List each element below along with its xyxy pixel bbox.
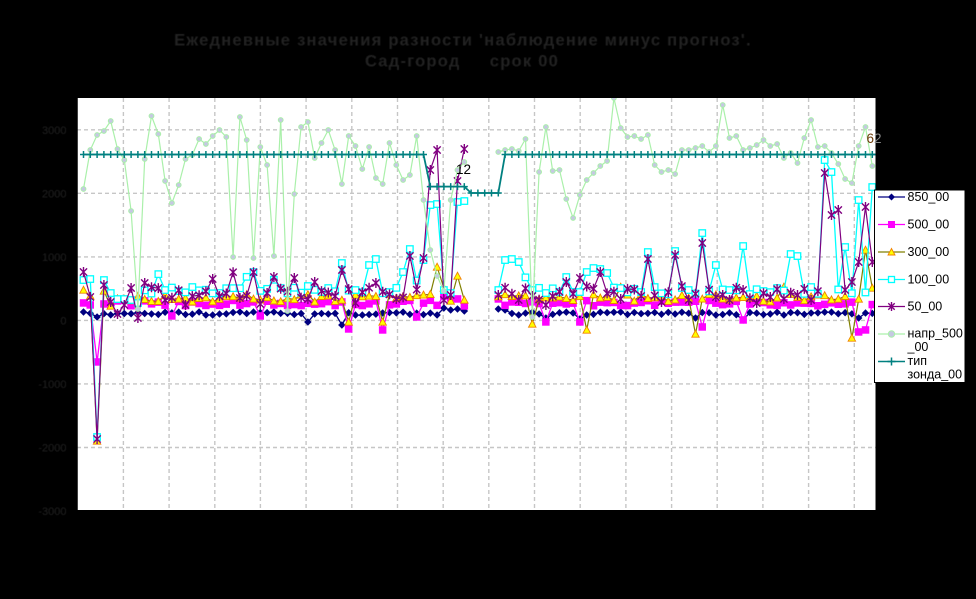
svg-text:100_00: 100_00 (908, 273, 950, 287)
svg-text:3000: 3000 (42, 125, 66, 137)
svg-text:50_00: 50_00 (908, 300, 943, 314)
svg-text:1000: 1000 (42, 252, 66, 264)
svg-text:500_00: 500_00 (908, 218, 950, 232)
svg-text:напр_500: напр_500 (908, 327, 963, 341)
svg-text:2000: 2000 (42, 188, 66, 200)
svg-text:-1000: -1000 (38, 379, 66, 391)
svg-text:Ежедневные значения разности ': Ежедневные значения разности 'наблюдение… (174, 32, 752, 50)
svg-text:6: 6 (867, 131, 875, 146)
svg-text:2: 2 (874, 131, 882, 146)
svg-text:-2000: -2000 (38, 443, 66, 455)
svg-text:300_00: 300_00 (908, 245, 950, 259)
svg-text:_00: _00 (907, 340, 929, 354)
svg-text:12: 12 (456, 162, 471, 177)
svg-text:тип: тип (908, 354, 927, 368)
svg-text:850_00: 850_00 (908, 190, 950, 204)
svg-text:-3000: -3000 (38, 506, 66, 518)
svg-text:Сад-город срок 00: Сад-город срок 00 (365, 53, 559, 71)
svg-text:зонда_00: зонда_00 (908, 368, 963, 382)
svg-text:0: 0 (60, 315, 66, 327)
